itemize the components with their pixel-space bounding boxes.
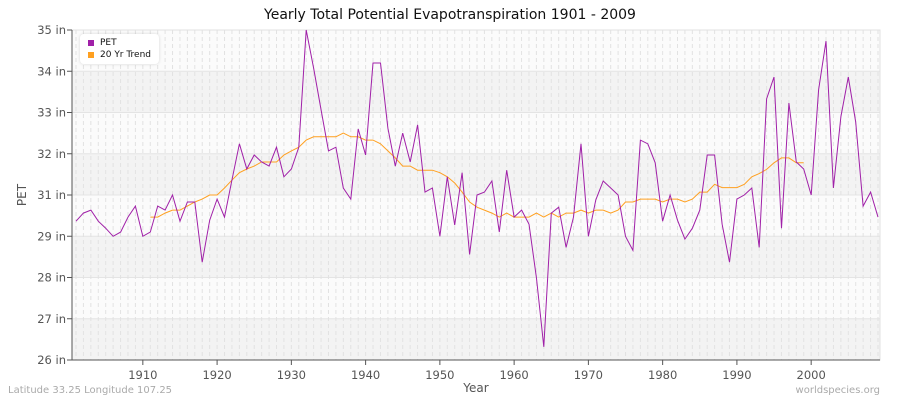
x-tick-label: 1910	[128, 368, 157, 382]
vertical-grid	[75, 30, 879, 360]
grid-band	[72, 236, 880, 278]
x-axis: 1910 1920 1930 1940 1950 1960 1970 1980 1990 2000	[72, 359, 880, 382]
legend-item-pet: PET	[88, 37, 151, 49]
y-tick-label: 28 in	[37, 271, 66, 285]
x-tick-label: 1990	[722, 368, 751, 382]
site-label: worldspecies.org	[795, 385, 880, 396]
y-tick-label: 27 in	[37, 312, 66, 326]
y-axis: 26 in 27 in 28 in 29 in 31 in 32 in 33 in 34 in…	[37, 23, 73, 367]
legend: PET 20 Yr Trend	[80, 34, 160, 64]
y-tick-label: 34 in	[37, 64, 66, 78]
y-tick-label: 26 in	[37, 353, 66, 367]
x-axis-label: Year	[462, 381, 488, 395]
x-tick-label: 1950	[425, 368, 454, 382]
grid-band	[72, 153, 880, 195]
y-tick-label: 33 in	[37, 106, 66, 120]
y-tick-label: 32 in	[37, 147, 66, 161]
y-axis-label: PET	[15, 183, 29, 206]
x-tick-label: 1980	[648, 368, 677, 382]
chart-title: Yearly Total Potential Evapotranspiratio…	[264, 7, 636, 23]
grid-band	[72, 71, 880, 113]
x-tick-label: 1970	[574, 368, 603, 382]
y-tick-label: 35 in	[37, 23, 66, 37]
x-tick-label: 1920	[202, 368, 231, 382]
grid-band	[72, 318, 880, 360]
y-tick-label: 29 in	[37, 229, 66, 243]
legend-item-trend: 20 Yr Trend	[88, 49, 151, 61]
legend-label: 20 Yr Trend	[100, 50, 152, 60]
y-tick-label: 31 in	[37, 188, 66, 202]
pet-series-line	[75, 29, 879, 347]
x-tick-label: 2000	[797, 368, 826, 382]
x-tick-label: 1940	[351, 368, 380, 382]
legend-label: PET	[100, 38, 117, 48]
trend-series-line	[150, 132, 804, 218]
x-tick-label: 1960	[499, 368, 528, 382]
legend-swatch	[88, 39, 94, 46]
plot-background	[71, 29, 881, 361]
location-label: Latitude 33.25 Longitude 107.25	[8, 385, 173, 396]
legend-swatch	[88, 51, 94, 58]
series-lines	[75, 29, 879, 347]
x-tick-label: 1930	[277, 368, 306, 382]
